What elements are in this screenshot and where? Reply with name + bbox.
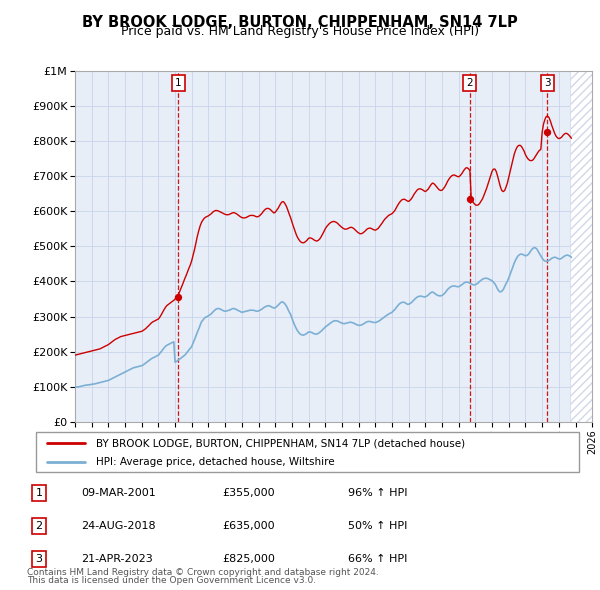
- Point: [465, 194, 475, 204]
- Text: Contains HM Land Registry data © Crown copyright and database right 2024.: Contains HM Land Registry data © Crown c…: [27, 568, 379, 577]
- Text: 1: 1: [35, 489, 43, 498]
- Text: 2: 2: [466, 78, 473, 88]
- Point: [542, 127, 552, 137]
- Text: £635,000: £635,000: [222, 522, 275, 531]
- Text: 50% ↑ HPI: 50% ↑ HPI: [348, 522, 407, 531]
- FancyBboxPatch shape: [36, 432, 579, 472]
- Text: £355,000: £355,000: [222, 489, 275, 498]
- Text: 24-AUG-2018: 24-AUG-2018: [81, 522, 155, 531]
- Text: 96% ↑ HPI: 96% ↑ HPI: [348, 489, 407, 498]
- Text: 3: 3: [35, 555, 43, 564]
- Text: BY BROOK LODGE, BURTON, CHIPPENHAM, SN14 7LP (detached house): BY BROOK LODGE, BURTON, CHIPPENHAM, SN14…: [96, 438, 465, 448]
- Text: 3: 3: [544, 78, 551, 88]
- Text: 09-MAR-2001: 09-MAR-2001: [81, 489, 156, 498]
- Text: £825,000: £825,000: [222, 555, 275, 564]
- Bar: [570, 71, 594, 422]
- Text: 21-APR-2023: 21-APR-2023: [81, 555, 153, 564]
- Text: HPI: Average price, detached house, Wiltshire: HPI: Average price, detached house, Wilt…: [96, 457, 334, 467]
- Point: [173, 293, 183, 302]
- Text: Price paid vs. HM Land Registry's House Price Index (HPI): Price paid vs. HM Land Registry's House …: [121, 25, 479, 38]
- Text: 1: 1: [175, 78, 182, 88]
- Text: BY BROOK LODGE, BURTON, CHIPPENHAM, SN14 7LP: BY BROOK LODGE, BURTON, CHIPPENHAM, SN14…: [82, 15, 518, 30]
- Text: This data is licensed under the Open Government Licence v3.0.: This data is licensed under the Open Gov…: [27, 576, 316, 585]
- Text: 66% ↑ HPI: 66% ↑ HPI: [348, 555, 407, 564]
- Text: 2: 2: [35, 522, 43, 531]
